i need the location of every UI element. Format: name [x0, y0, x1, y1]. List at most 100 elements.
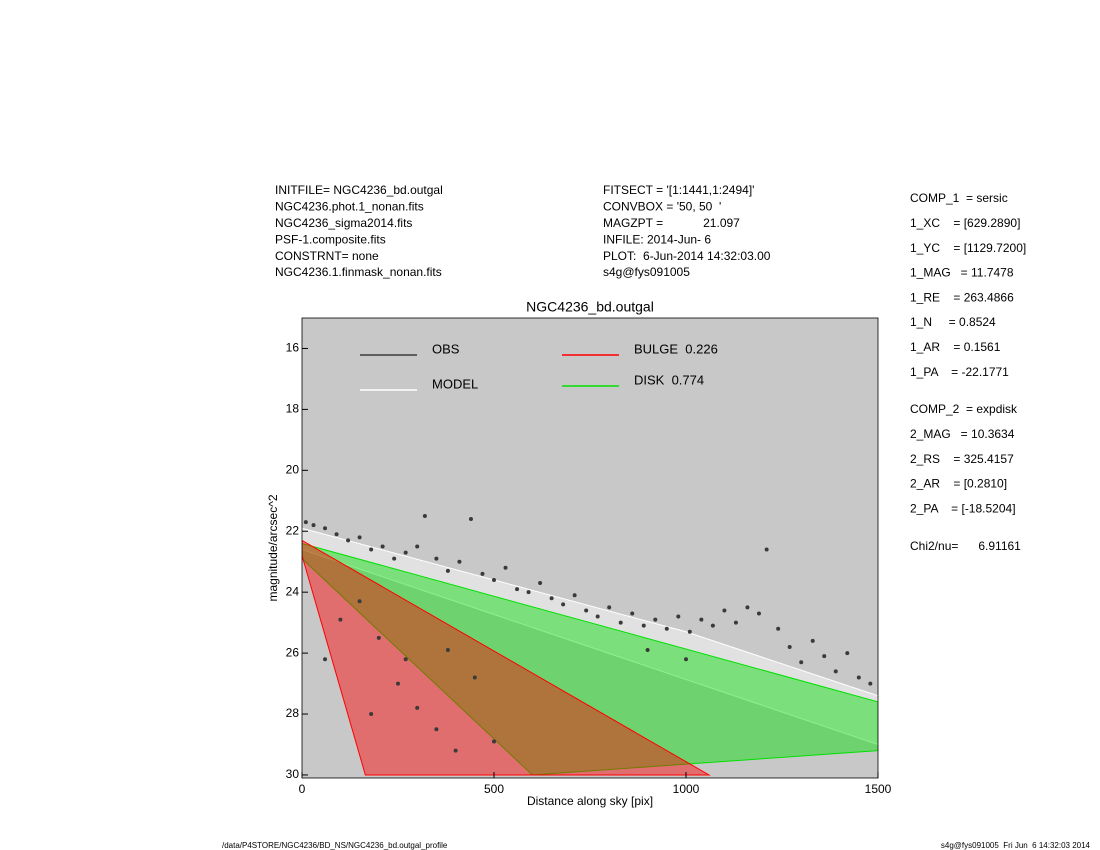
- obs-point: [630, 611, 635, 616]
- info-left: NGC4236.1.finmask_nonan.fits: [275, 265, 442, 279]
- y-tick-label: 22: [286, 523, 300, 537]
- obs-point: [380, 544, 385, 549]
- chi2: Chi2/nu= 6.91161: [910, 539, 1021, 553]
- obs-point: [468, 517, 473, 522]
- info-left: INITFILE= NGC4236_bd.outgal: [275, 183, 443, 197]
- param: COMP_1 = sersic: [910, 191, 1008, 205]
- model-region: [302, 527, 878, 746]
- obs-point: [472, 675, 477, 680]
- obs-point: [369, 547, 374, 552]
- obs-point: [756, 611, 761, 616]
- obs-point: [334, 532, 339, 537]
- info-mid: MAGZPT = 21.097: [603, 216, 740, 230]
- param: 2_PA = [-18.5204]: [910, 501, 1016, 515]
- param: 1_N = 0.8524: [910, 315, 996, 329]
- obs-point: [396, 681, 400, 686]
- obs-point: [810, 638, 815, 643]
- param: 2_RS = 325.4157: [910, 452, 1014, 466]
- legend-label: MODEL: [432, 376, 478, 391]
- obs-point: [445, 648, 450, 653]
- legend-label: OBS: [432, 341, 460, 356]
- obs-point: [645, 648, 650, 653]
- y-tick-label: 28: [286, 706, 300, 720]
- obs-point: [699, 617, 704, 622]
- legend-label: DISK 0.774: [634, 372, 704, 387]
- obs-point: [422, 514, 427, 519]
- obs-point: [457, 559, 462, 564]
- obs-point: [323, 657, 328, 662]
- obs-point: [445, 568, 450, 573]
- plot-frame: [301, 317, 879, 779]
- param: COMP_2 = expdisk: [910, 402, 1018, 416]
- param: 1_AR = 0.1561: [910, 340, 1001, 354]
- x-tick-label: 1500: [865, 782, 892, 796]
- y-tick-label: 26: [286, 645, 300, 659]
- obs-point: [664, 626, 669, 631]
- obs-point: [492, 739, 496, 744]
- model-region: [302, 542, 878, 776]
- obs-point: [641, 623, 646, 628]
- info-left: NGC4236.phot.1_nonan.fits: [275, 200, 424, 214]
- obs-point: [745, 605, 750, 610]
- obs-point: [584, 608, 589, 613]
- obs-point: [303, 520, 308, 525]
- obs-point: [526, 590, 531, 595]
- footer-right: s4g@fys091005 Fri Jun 6 14:32:03 2014: [941, 841, 1091, 850]
- obs-point: [676, 614, 681, 619]
- info-mid: PLOT: 6-Jun-2014 14:32:03.00: [603, 249, 771, 263]
- obs-point: [549, 596, 554, 601]
- info-mid: CONVBOX = '50, 50 ': [603, 200, 721, 214]
- obs-point: [503, 565, 508, 570]
- y-axis-label: magnitude/arcsec^2: [266, 494, 280, 601]
- obs-point: [480, 571, 485, 576]
- obs-point: [595, 614, 600, 619]
- obs-point: [868, 681, 873, 686]
- obs-point: [561, 602, 566, 607]
- obs-point: [776, 626, 781, 631]
- obs-point: [453, 748, 458, 753]
- y-tick-label: 20: [286, 462, 300, 476]
- obs-point: [403, 550, 408, 555]
- param: 1_XC = [629.2890]: [910, 216, 1020, 230]
- obs-point: [653, 617, 658, 622]
- obs-point: [311, 523, 316, 528]
- obs-point: [538, 581, 543, 586]
- obs-point: [415, 544, 420, 549]
- obs-point: [822, 654, 827, 659]
- param: 1_PA = -22.1771: [910, 365, 1009, 379]
- obs-point: [722, 608, 727, 613]
- plot-area: [302, 514, 878, 776]
- obs-point: [434, 556, 439, 561]
- obs-point: [733, 620, 738, 625]
- model-region: [302, 539, 711, 776]
- obs-point: [687, 629, 692, 634]
- obs-point: [369, 712, 374, 717]
- obs-point: [346, 538, 351, 543]
- param: 1_RE = 263.4866: [910, 290, 1014, 304]
- x-tick-label: 0: [299, 782, 306, 796]
- obs-point: [618, 620, 623, 625]
- x-tick-label: 500: [484, 782, 504, 796]
- footer-left: /data/P4STORE/NGC4236/BD_NS/NGC4236_bd.o…: [222, 841, 448, 850]
- obs-point: [434, 727, 439, 732]
- obs-point: [376, 635, 381, 640]
- plot-background: [302, 318, 878, 778]
- info-left: CONSTRNT= none: [275, 249, 379, 263]
- obs-point: [607, 605, 612, 610]
- param: 2_AR = [0.2810]: [910, 477, 1007, 491]
- obs-point: [572, 593, 577, 598]
- obs-point: [799, 660, 804, 665]
- obs-point: [684, 657, 688, 662]
- y-tick-label: 18: [286, 402, 300, 416]
- obs-point: [357, 599, 362, 604]
- obs-point: [415, 705, 420, 710]
- obs-point: [323, 526, 328, 531]
- info-mid: FITSECT = '[1:1441,1:2494]': [603, 183, 754, 197]
- obs-point: [710, 623, 715, 628]
- param: 1_YC = [1129.7200]: [910, 241, 1026, 255]
- param: 1_MAG = 11.7478: [910, 266, 1014, 280]
- obs-point: [403, 657, 408, 662]
- obs-point: [492, 577, 496, 582]
- obs-point: [338, 617, 343, 622]
